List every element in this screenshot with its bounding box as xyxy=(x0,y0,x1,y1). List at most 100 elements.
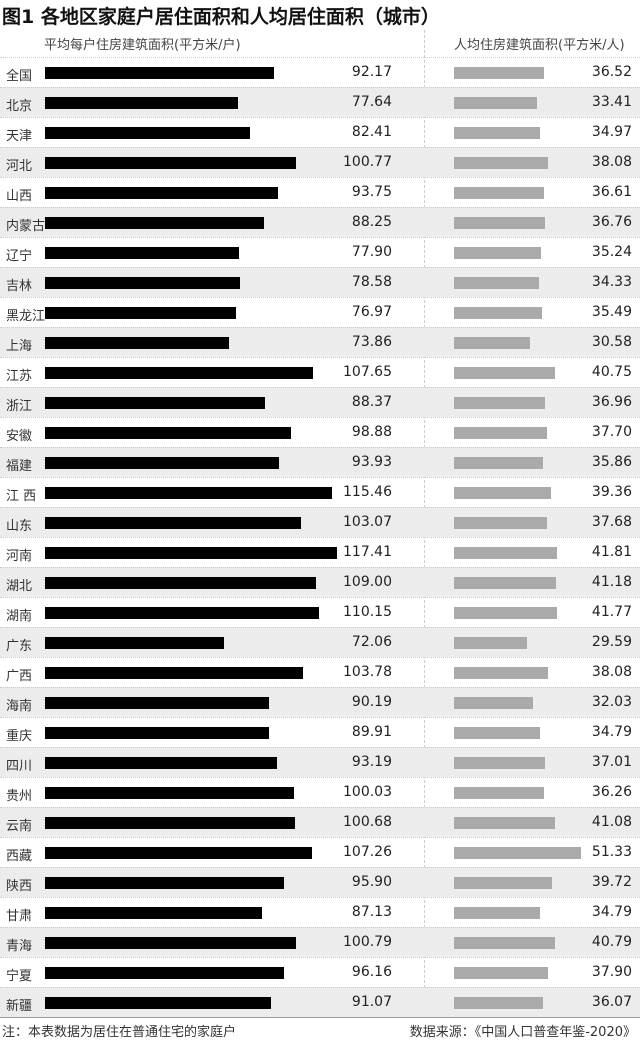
chart-row: 安徽 98.88 37.70 xyxy=(0,417,640,447)
category-label: 湖北 xyxy=(6,579,33,594)
bar-per-capita xyxy=(454,907,540,919)
chart-row: 湖北 109.00 41.18 xyxy=(0,567,640,597)
value-label-per-capita: 35.49 xyxy=(591,304,632,320)
bar-household xyxy=(45,367,313,379)
chart-row: 山东 103.07 37.68 xyxy=(0,507,640,537)
bottom-rule xyxy=(0,1017,640,1018)
bar-per-capita xyxy=(454,217,545,229)
series-header-per-capita: 人均住房建筑面积(平方米/人) xyxy=(454,38,625,53)
value-label-per-capita: 41.08 xyxy=(591,814,632,830)
series-header-household: 平均每户住房建筑面积(平方米/户) xyxy=(44,38,241,53)
chart-row: 云南 100.68 41.08 xyxy=(0,807,640,837)
bar-per-capita xyxy=(454,457,543,469)
bar-per-capita xyxy=(454,607,558,619)
chart-row: 上海 73.86 30.58 xyxy=(0,327,640,357)
chart-row: 宁夏 96.16 37.90 xyxy=(0,957,640,987)
value-label-per-capita: 33.41 xyxy=(591,94,632,110)
chart-row: 河南 117.41 41.81 xyxy=(0,537,640,567)
category-label: 吉林 xyxy=(6,279,33,294)
bar-per-capita xyxy=(454,127,541,139)
value-label-per-capita: 29.59 xyxy=(591,634,632,650)
bar-household xyxy=(45,907,262,919)
bar-household xyxy=(45,457,279,469)
value-label-per-capita: 34.79 xyxy=(591,904,632,920)
bar-per-capita xyxy=(454,397,546,409)
category-label: 河北 xyxy=(6,159,33,174)
value-label-household: 98.88 xyxy=(351,424,392,440)
bar-per-capita xyxy=(454,787,544,799)
category-label: 辽宁 xyxy=(6,249,33,264)
bar-per-capita xyxy=(454,547,558,559)
value-label-per-capita: 36.96 xyxy=(591,394,632,410)
value-label-household: 88.37 xyxy=(351,394,392,410)
bar-household xyxy=(45,637,225,649)
category-label: 湖南 xyxy=(6,609,33,624)
category-label: 河南 xyxy=(6,549,33,564)
chart-row: 湖南 110.15 41.77 xyxy=(0,597,640,627)
bar-household xyxy=(45,757,277,769)
value-label-per-capita: 41.18 xyxy=(591,574,632,590)
chart-row: 青海 100.79 40.79 xyxy=(0,927,640,957)
category-label: 新疆 xyxy=(6,999,33,1014)
category-label: 重庆 xyxy=(6,729,33,744)
bar-per-capita xyxy=(454,67,545,79)
value-label-per-capita: 38.08 xyxy=(591,154,632,170)
value-label-per-capita: 39.36 xyxy=(591,484,632,500)
category-label: 青海 xyxy=(6,939,33,954)
bar-per-capita xyxy=(454,727,540,739)
bar-household xyxy=(45,577,317,589)
value-label-per-capita: 40.75 xyxy=(591,364,632,380)
category-label: 全国 xyxy=(6,69,33,84)
category-label: 甘肃 xyxy=(6,909,33,924)
category-label: 福建 xyxy=(6,459,33,474)
bar-household xyxy=(45,217,265,229)
category-label: 宁夏 xyxy=(6,969,33,984)
value-label-household: 117.41 xyxy=(343,544,392,560)
value-label-per-capita: 37.90 xyxy=(591,964,632,980)
chart-row: 西藏 107.26 51.33 xyxy=(0,837,640,867)
bar-per-capita xyxy=(454,637,528,649)
bar-household xyxy=(45,547,337,559)
bar-per-capita xyxy=(454,757,546,769)
category-label: 山西 xyxy=(6,189,33,204)
bar-household xyxy=(45,97,239,109)
bar-per-capita xyxy=(454,487,552,499)
category-label: 山东 xyxy=(6,519,33,534)
chart-row: 江 西 115.46 39.36 xyxy=(0,477,640,507)
value-label-household: 90.19 xyxy=(351,694,392,710)
value-label-household: 93.93 xyxy=(351,454,392,470)
value-label-per-capita: 36.07 xyxy=(591,994,632,1010)
chart-row: 新疆 91.07 36.07 xyxy=(0,987,640,1017)
value-label-per-capita: 37.70 xyxy=(591,424,632,440)
value-label-per-capita: 36.76 xyxy=(591,214,632,230)
chart-row: 福建 93.93 35.86 xyxy=(0,447,640,477)
chart-rows: 全国 92.17 36.52 北京 77.64 33.41 天津 82.41 34.97 河北 10… xyxy=(0,57,640,1017)
chart-row: 吉林 78.58 34.33 xyxy=(0,267,640,297)
value-label-household: 89.91 xyxy=(351,724,392,740)
chart-row: 天津 82.41 34.97 xyxy=(0,117,640,147)
chart-row: 山西 93.75 36.61 xyxy=(0,177,640,207)
value-label-per-capita: 36.61 xyxy=(591,184,632,200)
bar-household xyxy=(45,517,302,529)
bar-household xyxy=(45,67,275,79)
value-label-per-capita: 36.26 xyxy=(591,784,632,800)
category-label: 安徽 xyxy=(6,429,33,444)
value-label-per-capita: 51.33 xyxy=(591,844,632,860)
bar-household xyxy=(45,397,265,409)
bar-household xyxy=(45,697,270,709)
bar-household xyxy=(45,877,284,889)
bar-per-capita xyxy=(454,337,530,349)
value-label-per-capita: 34.97 xyxy=(591,124,632,140)
bar-household xyxy=(45,937,296,949)
value-label-household: 96.16 xyxy=(351,964,392,980)
value-label-household: 72.06 xyxy=(351,634,392,650)
chart-row: 河北 100.77 38.08 xyxy=(0,147,640,177)
value-label-household: 77.64 xyxy=(351,94,392,110)
value-label-per-capita: 37.01 xyxy=(591,754,632,770)
value-label-per-capita: 32.03 xyxy=(591,694,632,710)
value-label-household: 93.75 xyxy=(351,184,392,200)
category-label: 内蒙古 xyxy=(6,219,46,234)
bar-household xyxy=(45,667,304,679)
chart-row: 黑龙江 76.97 35.49 xyxy=(0,297,640,327)
bar-per-capita xyxy=(454,847,581,859)
